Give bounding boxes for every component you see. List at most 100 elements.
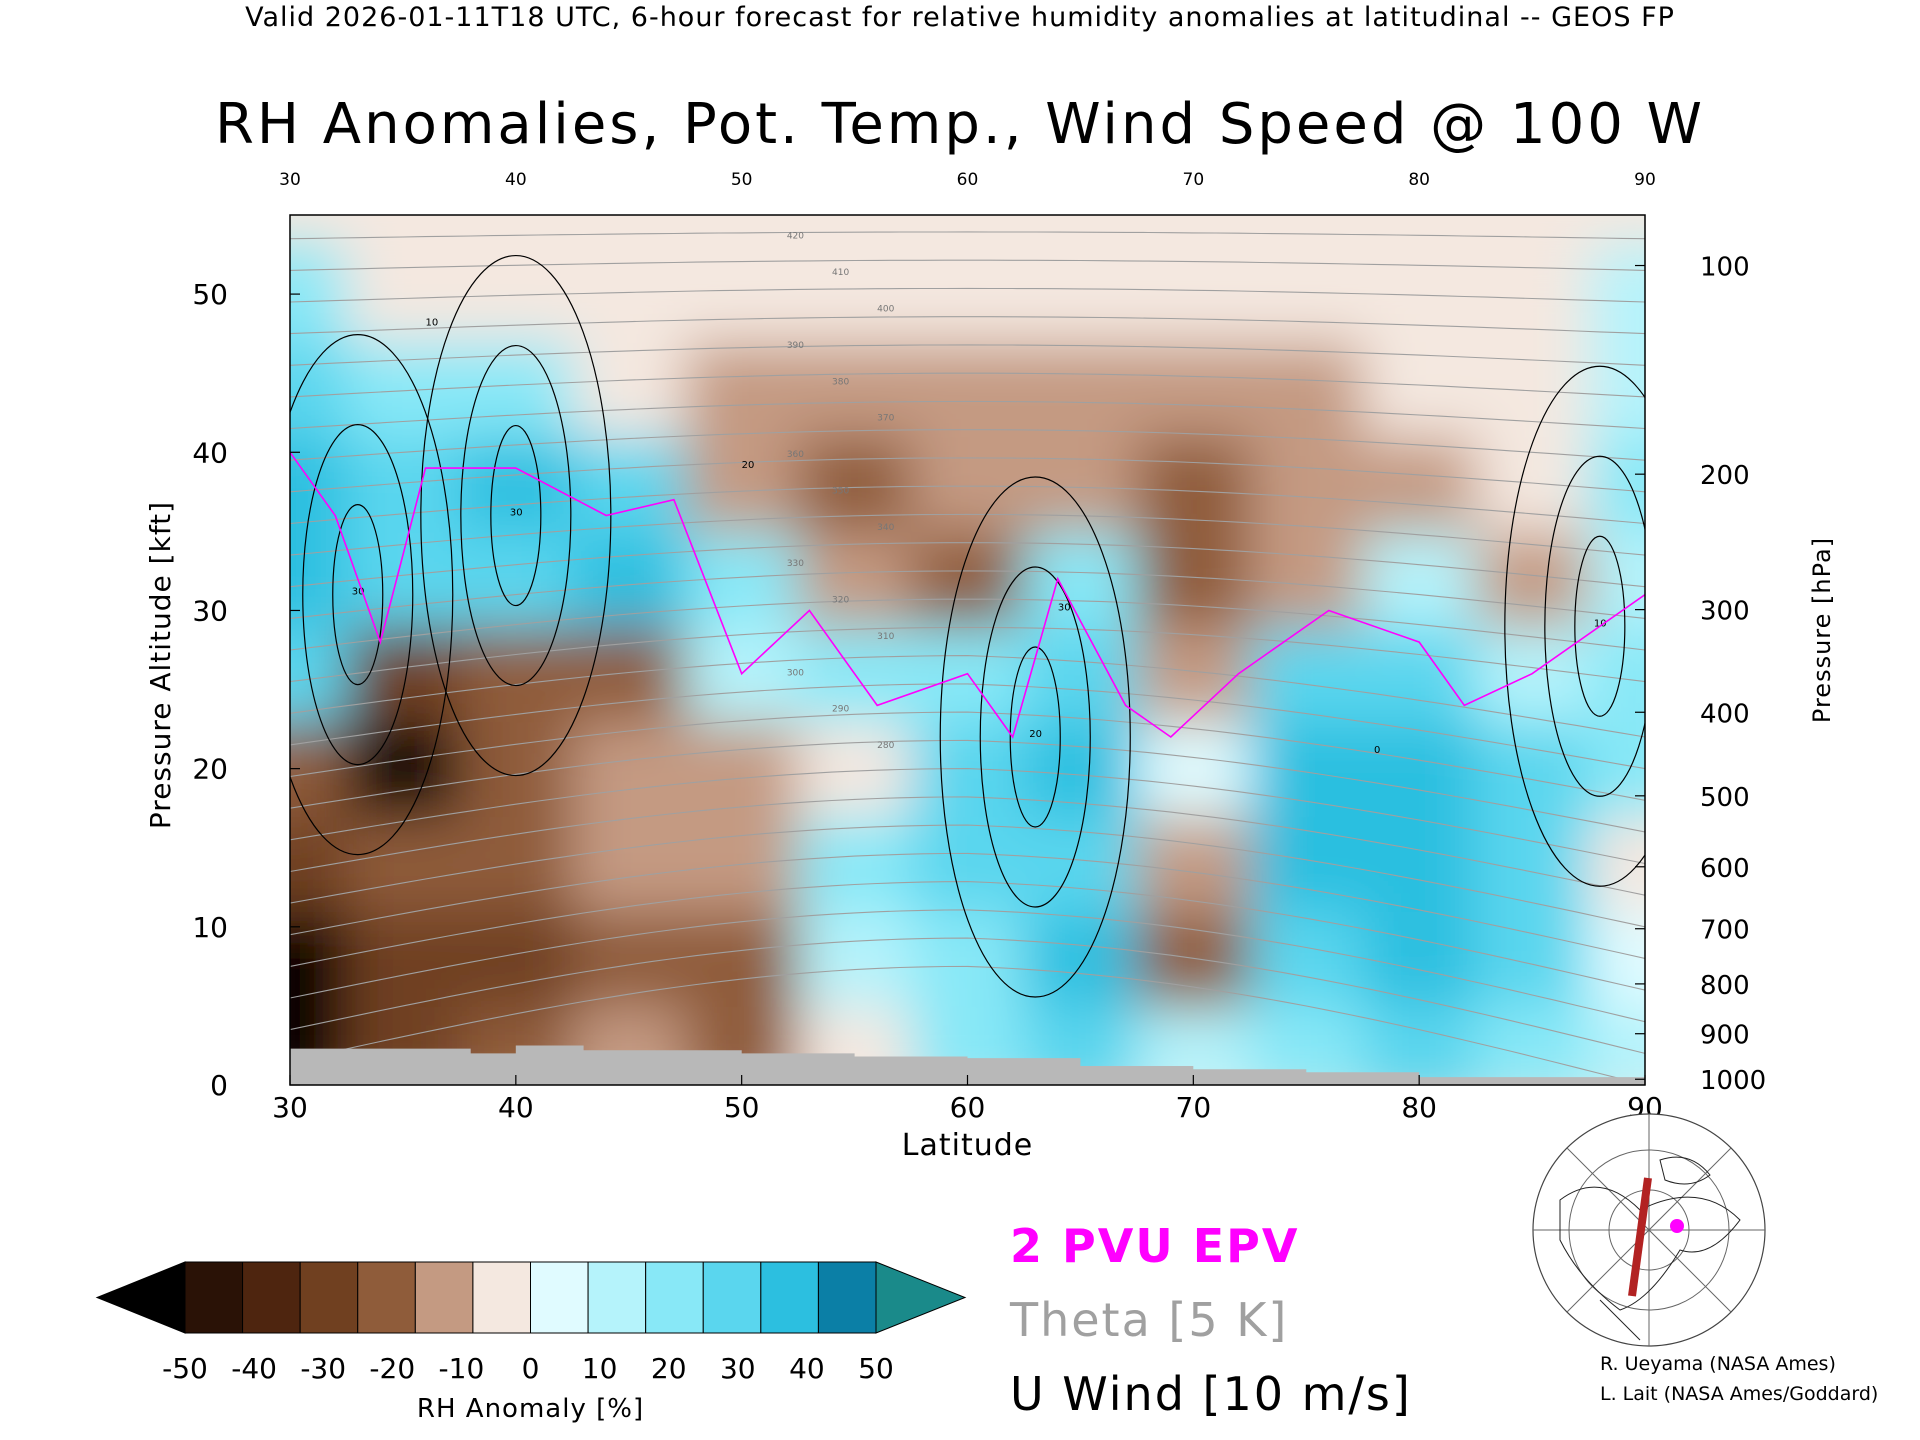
theta-line xyxy=(290,570,1645,619)
wind-label: 10 xyxy=(1594,618,1607,629)
field-cell xyxy=(798,816,913,912)
y-axis-label-right: Pressure [hPa] xyxy=(1808,537,1836,723)
theta-label: 310 xyxy=(877,632,894,642)
field-cell xyxy=(346,246,461,343)
field-cell xyxy=(798,436,913,533)
theta-line xyxy=(290,457,1645,493)
colorbar-swatch xyxy=(817,1261,877,1334)
theta-label: 380 xyxy=(832,377,849,387)
colorbar-swatch xyxy=(299,1261,359,1334)
colorbar-swatch xyxy=(242,1261,301,1334)
field-cell xyxy=(798,341,913,438)
field-cell xyxy=(572,531,687,628)
axes: 3030404050506060707080809090Latitude0102… xyxy=(144,170,1836,1163)
colorbar-tick-label: -40 xyxy=(231,1352,277,1385)
field-cell xyxy=(911,246,1025,343)
colorbar-tick-label: 40 xyxy=(789,1352,825,1385)
x-tick-label: 60 xyxy=(950,1091,986,1124)
theta-line xyxy=(290,768,1645,865)
terrain-fill xyxy=(290,1045,1645,1085)
field-cell xyxy=(911,911,1025,1007)
field-cell xyxy=(1023,341,1138,438)
field-cell xyxy=(1249,436,1364,533)
field-cell xyxy=(1023,246,1138,343)
y-tick-label: 50 xyxy=(192,278,228,311)
field-cell xyxy=(459,626,574,723)
wind-label: 30 xyxy=(510,508,523,519)
theta-line xyxy=(290,400,1645,430)
field-cell xyxy=(346,341,461,438)
y-right-tick-label: 200 xyxy=(1700,461,1750,491)
field-cell xyxy=(1588,816,1645,912)
y-right-tick-label: 900 xyxy=(1700,1021,1750,1051)
field-cell xyxy=(1362,721,1477,818)
field-cell xyxy=(1362,341,1477,438)
theta-line xyxy=(290,683,1645,770)
theta-line xyxy=(290,796,1645,896)
field-cell xyxy=(911,341,1025,438)
wind-contour xyxy=(332,504,384,686)
wind-contour xyxy=(1504,365,1645,887)
field-cell xyxy=(572,341,687,438)
field-cell xyxy=(1136,341,1251,438)
colorbar-tick-label: -30 xyxy=(300,1352,346,1385)
colorbar-tick-label: -20 xyxy=(369,1352,415,1385)
x-tick-label: 50 xyxy=(724,1091,760,1124)
field-cell xyxy=(346,721,461,818)
theta-line xyxy=(290,287,1645,303)
colorbar-tick-label: 50 xyxy=(858,1352,894,1385)
theta-label: 410 xyxy=(832,268,849,278)
field-cell xyxy=(1249,911,1364,1007)
field-cell xyxy=(290,626,348,723)
theta-line xyxy=(290,344,1645,366)
colorbar-tick-label: 20 xyxy=(651,1352,687,1385)
field-cell xyxy=(1362,816,1477,912)
field-cell xyxy=(1023,1005,1138,1085)
colorbar-under-arrow xyxy=(95,1261,186,1334)
theta-label: 330 xyxy=(787,559,804,569)
colorbar-tick-label: -10 xyxy=(439,1352,485,1385)
field-cell xyxy=(459,531,574,628)
field-cell xyxy=(346,626,461,723)
theta-label: 340 xyxy=(877,523,894,533)
wind-label: 20 xyxy=(742,460,755,471)
theta-label: 300 xyxy=(787,668,804,678)
colorbar-tick-label: 30 xyxy=(720,1352,756,1385)
theta-label: 290 xyxy=(832,705,849,715)
field-cell xyxy=(1588,626,1645,723)
x-tick-label: 70 xyxy=(1176,1091,1212,1124)
colorbar-swatch xyxy=(357,1261,416,1334)
y-right-tick-label: 400 xyxy=(1700,699,1750,729)
field-cell xyxy=(798,246,913,343)
theta-line xyxy=(290,711,1645,801)
epv-contour xyxy=(290,451,1645,739)
colorbar-label: RH Anomaly [%] xyxy=(417,1394,644,1424)
x-top-tick-label: 70 xyxy=(1183,170,1205,190)
field-cell xyxy=(911,816,1025,912)
field-cell xyxy=(1362,1005,1477,1085)
y-right-tick-label: 500 xyxy=(1700,783,1750,813)
theta-line xyxy=(290,372,1645,398)
wind-contour xyxy=(1574,535,1626,717)
theta-line xyxy=(290,513,1645,556)
field-cell xyxy=(911,531,1025,628)
field-cell xyxy=(1023,436,1138,533)
x-top-tick-label: 60 xyxy=(957,170,979,190)
wind-label: 30 xyxy=(1058,602,1071,613)
field-cell xyxy=(1475,341,1590,438)
y-tick-label: 40 xyxy=(192,436,228,469)
colorbar-swatch xyxy=(587,1261,647,1334)
field-cell xyxy=(1588,246,1645,343)
legend: 2 PVU EPV Theta [5 K] U Wind [10 m/s] xyxy=(1009,1219,1410,1421)
legend-theta: Theta [5 K] xyxy=(1009,1293,1288,1347)
theta-line xyxy=(290,485,1645,525)
colorbar-swatch xyxy=(414,1261,474,1334)
theta-line xyxy=(290,429,1645,461)
x-top-tick-label: 30 xyxy=(279,170,301,190)
y-tick-label: 30 xyxy=(192,594,228,627)
field-cell xyxy=(798,911,913,1007)
colorbar-swatch xyxy=(472,1261,531,1334)
field-cell xyxy=(1588,341,1645,438)
epv-2pvu-line xyxy=(290,451,1645,739)
